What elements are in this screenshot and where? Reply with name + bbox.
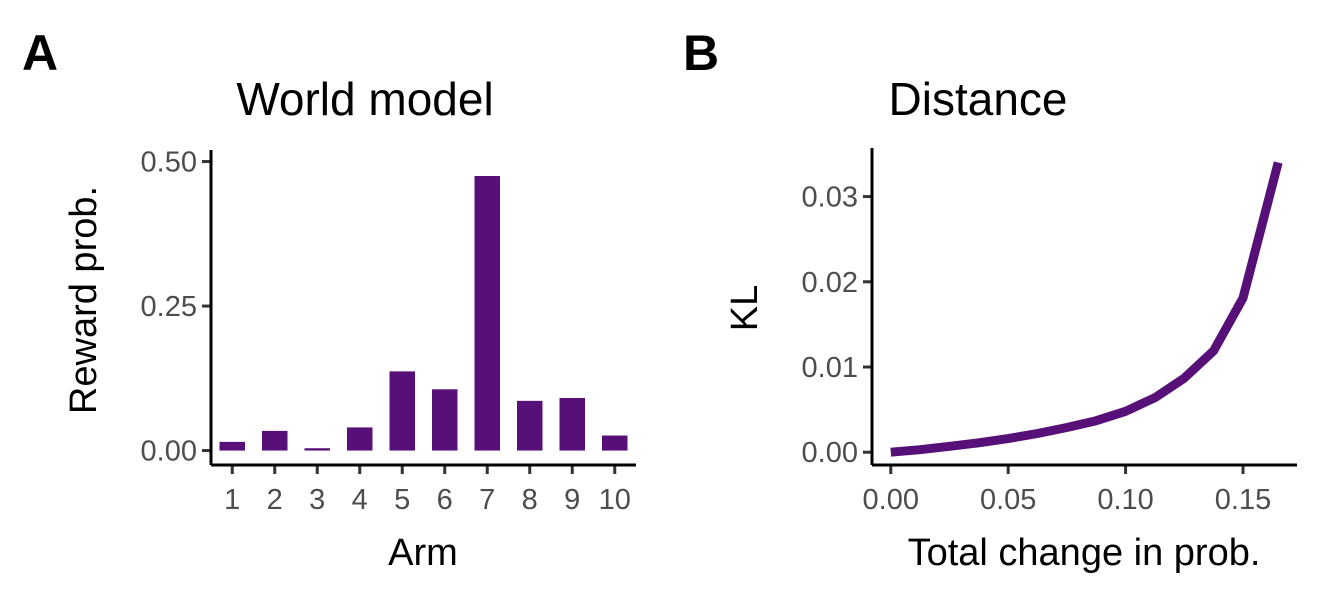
- y-tick-label-1: 0.25: [141, 291, 197, 323]
- panel-label-b: B: [683, 25, 719, 81]
- x-tick-label-arm-6: 6: [437, 484, 453, 516]
- x-tick-label-arm-4: 4: [352, 484, 368, 516]
- chart-a-x-ticks: 1 2 3 4 5 6 7 8 9 10: [224, 465, 631, 516]
- chart-a-y-ticks: 0.00 0.25 0.50: [141, 147, 211, 468]
- bar-arm-5: [389, 371, 415, 451]
- y-tick-label-2: 0.02: [802, 267, 858, 299]
- chart-b-xlabel: Total change in prob.: [908, 532, 1261, 574]
- chart-b-title: Distance: [889, 73, 1068, 125]
- chart-a-bars: [219, 176, 628, 451]
- panel-b: B Distance KL Total change in prob. 0.00…: [683, 25, 1297, 574]
- chart-b-y-ticks: 0.00 0.01 0.02 0.03: [802, 182, 872, 469]
- chart-a-xlabel: Arm: [388, 532, 458, 574]
- x-tick-label-arm-2: 2: [267, 484, 283, 516]
- bar-arm-8: [517, 400, 543, 451]
- x-tick-label-0: 0.00: [863, 484, 919, 516]
- bar-arm-2: [262, 430, 288, 451]
- x-tick-label-3: 0.15: [1215, 484, 1271, 516]
- x-tick-label-arm-10: 10: [599, 484, 631, 516]
- x-tick-label-arm-1: 1: [224, 484, 240, 516]
- chart-b-ylabel: KL: [724, 285, 766, 331]
- panel-a: A World model Reward prob. Arm 0.000.250…: [22, 25, 636, 574]
- bar-arm-10: [602, 435, 628, 451]
- x-tick-label-arm-3: 3: [309, 484, 325, 516]
- bar-arm-7: [474, 176, 500, 451]
- x-tick-label-arm-5: 5: [394, 484, 410, 516]
- chart-a-title: World model: [236, 73, 493, 125]
- x-tick-label-arm-9: 9: [564, 484, 580, 516]
- bar-arm-1: [219, 441, 245, 451]
- y-tick-label-0: 0.00: [141, 436, 197, 468]
- x-tick-label-arm-7: 7: [479, 484, 495, 516]
- chart-b-x-ticks: 0.00 0.05 0.10 0.15: [863, 465, 1271, 516]
- y-tick-label-0: 0.00: [802, 437, 858, 469]
- panel-label-a: A: [22, 25, 58, 81]
- x-tick-label-arm-8: 8: [522, 484, 538, 516]
- bar-arm-4: [347, 427, 373, 451]
- chart-b-series-line: [890, 161, 1283, 457]
- bar-arm-9: [559, 397, 585, 451]
- y-tick-label-3: 0.03: [802, 182, 858, 214]
- chart-a-ylabel: Reward prob.: [63, 186, 105, 414]
- bar-arm-3: [304, 448, 330, 451]
- x-tick-label-1: 0.05: [980, 484, 1036, 516]
- y-tick-label-2: 0.50: [141, 147, 197, 179]
- bar-arm-6: [432, 389, 458, 451]
- x-tick-label-2: 0.10: [1097, 484, 1153, 516]
- y-tick-label-1: 0.01: [802, 352, 858, 384]
